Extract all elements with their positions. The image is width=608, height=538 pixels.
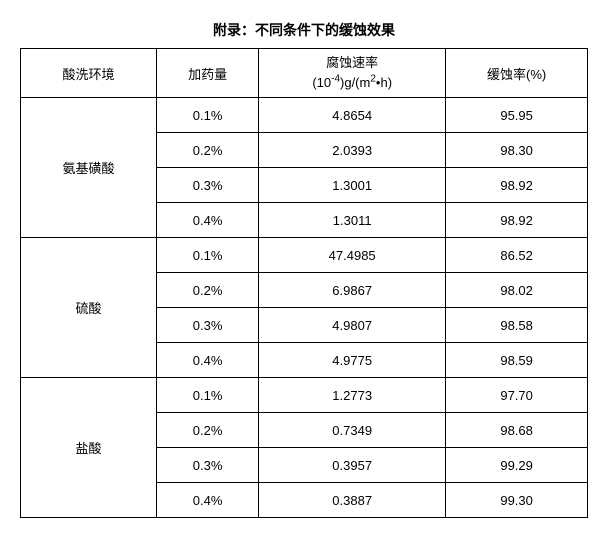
env-cell: 盐酸 bbox=[21, 378, 157, 518]
dose-cell: 0.4% bbox=[157, 483, 259, 518]
table-title: 附录：不同条件下的缓蚀效果 bbox=[20, 20, 588, 40]
dose-cell: 0.3% bbox=[157, 168, 259, 203]
col-rate-line2: (10-4)g/(m2•h) bbox=[312, 75, 392, 90]
table-row: 氨基磺酸 0.1% 4.8654 95.95 bbox=[21, 98, 588, 133]
dose-cell: 0.3% bbox=[157, 308, 259, 343]
inhib-cell: 98.02 bbox=[446, 273, 588, 308]
inhib-cell: 99.30 bbox=[446, 483, 588, 518]
corrosion-table: 酸洗环境 加药量 腐蚀速率 (10-4)g/(m2•h) 缓蚀率(%) 氨基磺酸… bbox=[20, 48, 588, 518]
inhib-cell: 97.70 bbox=[446, 378, 588, 413]
dose-cell: 0.2% bbox=[157, 133, 259, 168]
inhib-cell: 98.92 bbox=[446, 203, 588, 238]
inhib-cell: 95.95 bbox=[446, 98, 588, 133]
dose-cell: 0.2% bbox=[157, 413, 259, 448]
table-row: 盐酸 0.1% 1.2773 97.70 bbox=[21, 378, 588, 413]
col-inhib: 缓蚀率(%) bbox=[446, 49, 588, 98]
rate-cell: 2.0393 bbox=[259, 133, 446, 168]
inhib-cell: 98.68 bbox=[446, 413, 588, 448]
rate-cell: 0.3957 bbox=[259, 448, 446, 483]
inhib-cell: 99.29 bbox=[446, 448, 588, 483]
rate-cell: 4.9807 bbox=[259, 308, 446, 343]
inhib-cell: 98.30 bbox=[446, 133, 588, 168]
rate-cell: 4.8654 bbox=[259, 98, 446, 133]
env-cell: 硫酸 bbox=[21, 238, 157, 378]
inhib-cell: 98.92 bbox=[446, 168, 588, 203]
dose-cell: 0.1% bbox=[157, 98, 259, 133]
rate-cell: 1.3011 bbox=[259, 203, 446, 238]
rate-cell: 0.3887 bbox=[259, 483, 446, 518]
dose-cell: 0.2% bbox=[157, 273, 259, 308]
col-dose: 加药量 bbox=[157, 49, 259, 98]
rate-cell: 0.7349 bbox=[259, 413, 446, 448]
rate-cell: 1.2773 bbox=[259, 378, 446, 413]
dose-cell: 0.3% bbox=[157, 448, 259, 483]
dose-cell: 0.4% bbox=[157, 343, 259, 378]
col-rate-line1: 腐蚀速率 bbox=[326, 55, 378, 70]
inhib-cell: 98.58 bbox=[446, 308, 588, 343]
dose-cell: 0.1% bbox=[157, 238, 259, 273]
rate-cell: 4.9775 bbox=[259, 343, 446, 378]
rate-cell: 47.4985 bbox=[259, 238, 446, 273]
col-rate: 腐蚀速率 (10-4)g/(m2•h) bbox=[259, 49, 446, 98]
table-header-row: 酸洗环境 加药量 腐蚀速率 (10-4)g/(m2•h) 缓蚀率(%) bbox=[21, 49, 588, 98]
inhib-cell: 98.59 bbox=[446, 343, 588, 378]
dose-cell: 0.4% bbox=[157, 203, 259, 238]
env-cell: 氨基磺酸 bbox=[21, 98, 157, 238]
inhib-cell: 86.52 bbox=[446, 238, 588, 273]
dose-cell: 0.1% bbox=[157, 378, 259, 413]
col-env: 酸洗环境 bbox=[21, 49, 157, 98]
rate-cell: 1.3001 bbox=[259, 168, 446, 203]
rate-cell: 6.9867 bbox=[259, 273, 446, 308]
table-row: 硫酸 0.1% 47.4985 86.52 bbox=[21, 238, 588, 273]
